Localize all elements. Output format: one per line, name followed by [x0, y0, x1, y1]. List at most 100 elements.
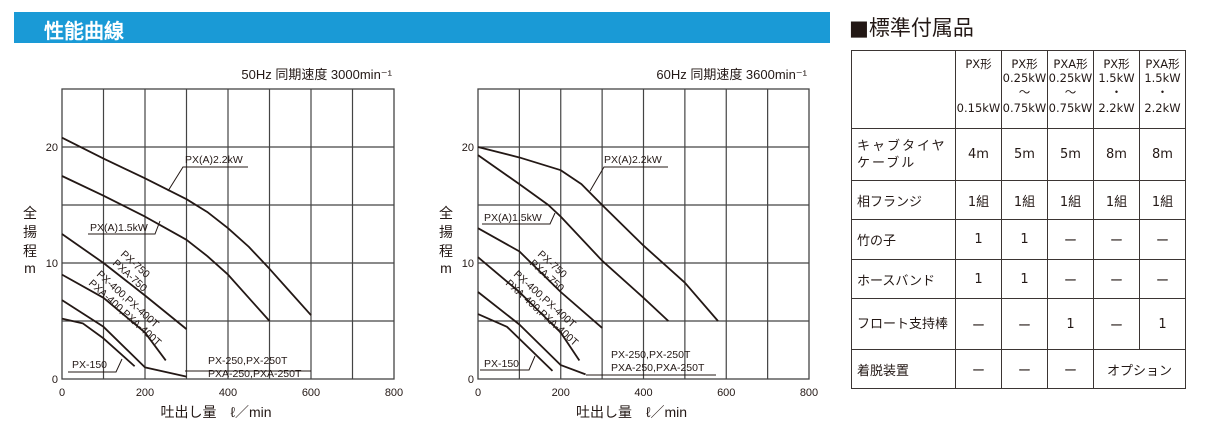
- y-tick-label: 10: [46, 258, 58, 270]
- series-line: [61, 233, 188, 330]
- series-line: [61, 136, 312, 316]
- header-row: PX形 0.15kW PX形 0.25kW 〜 0.75kW PXA形 0.25kW 〜 0.75…: [851, 50, 1186, 129]
- series-line: [61, 299, 187, 378]
- table-cell: 1組: [955, 180, 1002, 220]
- table-cell: 1組: [1093, 180, 1140, 220]
- y-axis-label: 揚: [439, 224, 453, 240]
- table-cell: ー: [1047, 259, 1094, 299]
- label-leader: [589, 166, 668, 192]
- column-header: PX形 1.5kW ・ 2.2kW: [1093, 50, 1140, 129]
- x-tick-label: 0: [59, 387, 65, 399]
- column-header-line: 1.5kW: [1144, 71, 1181, 85]
- column-header-line: PXA形: [1053, 57, 1088, 71]
- x-tick-label: 200: [136, 387, 154, 399]
- chart-title: 50Hz 同期速度 3000min⁻¹: [241, 67, 392, 82]
- table-cell: ー: [1001, 349, 1048, 389]
- label-leader: [480, 355, 536, 371]
- performance-charts: 50Hz 同期速度 3000min⁻¹0 200 400 600 80001020全揚程…: [23, 67, 818, 420]
- series-line: [61, 317, 136, 367]
- column-header-line: 1.5kW: [1098, 71, 1135, 85]
- column-header-line: PX形: [1103, 57, 1130, 71]
- series-line: [477, 313, 554, 372]
- table-cell: ー: [1139, 259, 1186, 299]
- section-banner: 性能曲線: [14, 12, 830, 43]
- x-tick-label: 400: [219, 387, 237, 399]
- x-tick-label: 0: [475, 387, 481, 399]
- label-leader: [88, 220, 161, 235]
- table-cell: 1: [1001, 259, 1048, 299]
- table-cell: ー: [1001, 298, 1048, 350]
- y-tick-label: 0: [52, 374, 58, 386]
- series-label: PX(A)2.2kW: [604, 154, 662, 166]
- series-label: PXA-250,PXA-250T: [208, 368, 302, 380]
- table-cell: 1組: [1047, 180, 1094, 220]
- series-label: PX-250,PX-250T: [208, 355, 288, 367]
- column-header: PXA形 1.5kW ・ 2.2kW: [1139, 50, 1186, 129]
- table-row: 相フランジ 1組 1組 1組 1組 1組: [851, 180, 1186, 220]
- x-tick-label: 600: [717, 387, 735, 399]
- column-header: PX形 0.25kW 〜 0.75kW: [1001, 50, 1048, 129]
- x-tick-label: 800: [385, 387, 403, 399]
- column-header-line: 0.15kW: [956, 101, 1001, 115]
- column-header-line: PX形: [1011, 57, 1038, 71]
- y-tick-label: 20: [46, 142, 58, 154]
- series-line: [61, 273, 167, 361]
- table-cell: 1: [1139, 298, 1186, 350]
- table-cell: ー: [1093, 259, 1140, 299]
- series-line: [61, 175, 271, 322]
- accessories-table: PX形 0.15kW PX形 0.25kW 〜 0.75kW PXA形 0.25kW 〜 0.75…: [851, 50, 1186, 389]
- table-cell: オプション: [1093, 349, 1186, 389]
- column-header-line: 2.2kW: [1098, 101, 1135, 115]
- table-cell: ー: [955, 298, 1002, 350]
- y-axis-label: 程: [23, 243, 37, 259]
- series-line: [477, 227, 603, 329]
- column-header-line: 0.25kW: [1002, 71, 1047, 85]
- series-line: [477, 146, 719, 322]
- column-header-line: 2.2kW: [1144, 101, 1181, 115]
- x-tick-label: 600: [302, 387, 320, 399]
- series-label: PX(A)2.2kW: [185, 154, 243, 166]
- row-label: 着脱装置: [851, 349, 956, 389]
- table-row: キャブタイヤケーブル 4m 5m 5m 8m 8m: [851, 128, 1186, 181]
- column-header-line: 〜: [1064, 85, 1077, 99]
- label-leader: [68, 358, 123, 373]
- accessories-title: ■標準付属品: [849, 16, 974, 40]
- table-cell: ー: [1047, 349, 1094, 389]
- table-cell: 8m: [1139, 128, 1186, 181]
- table-cell: ー: [1139, 219, 1186, 260]
- column-header-line: ・: [1156, 85, 1169, 99]
- y-axis-label: m: [440, 260, 452, 276]
- row-label: 竹の子: [851, 219, 956, 260]
- section-title: 性能曲線: [44, 19, 124, 43]
- table-cell: 1組: [1139, 180, 1186, 220]
- row-label: 相フランジ: [851, 180, 956, 220]
- y-axis-label: m: [24, 260, 36, 276]
- label-leader: [482, 212, 556, 225]
- table-cell: 8m: [1093, 128, 1140, 181]
- column-header-line: 〜: [1018, 85, 1031, 99]
- column-header-line: ・: [1110, 85, 1123, 99]
- plot-frame: [477, 88, 810, 380]
- table-cell: ー: [955, 349, 1002, 389]
- column-header-line: PX形: [965, 57, 992, 71]
- table-cell: 5m: [1001, 128, 1048, 181]
- table-cell: 1: [1047, 298, 1094, 350]
- column-header: PX形 0.15kW: [955, 50, 1002, 129]
- column-header-line: 0.25kW: [1048, 71, 1093, 85]
- y-axis-label: 全: [23, 205, 37, 221]
- y-tick-label: 0: [468, 374, 474, 386]
- row-label: キャブタイヤケーブル: [851, 128, 956, 181]
- x-tick-label: 800: [800, 387, 818, 399]
- x-axis-label: 吐出し量 ℓ／min: [576, 404, 687, 420]
- series-line: [477, 256, 581, 361]
- series-label: PXA-250,PXA-250T: [611, 362, 705, 374]
- table-row: フロート支持棒ーー 1 ー 1: [851, 298, 1186, 350]
- label-leader: [167, 166, 248, 192]
- y-axis-label: 揚: [23, 224, 37, 240]
- table-row: 竹の子 1 1 ーーー: [851, 219, 1186, 260]
- series-label: PX-250,PX-250T: [611, 349, 691, 361]
- column-header-line: 0.75kW: [1048, 101, 1093, 115]
- table-cell: 1: [1001, 219, 1048, 260]
- x-tick-label: 200: [552, 387, 570, 399]
- column-header: PXA形 0.25kW 〜 0.75kW: [1047, 50, 1094, 129]
